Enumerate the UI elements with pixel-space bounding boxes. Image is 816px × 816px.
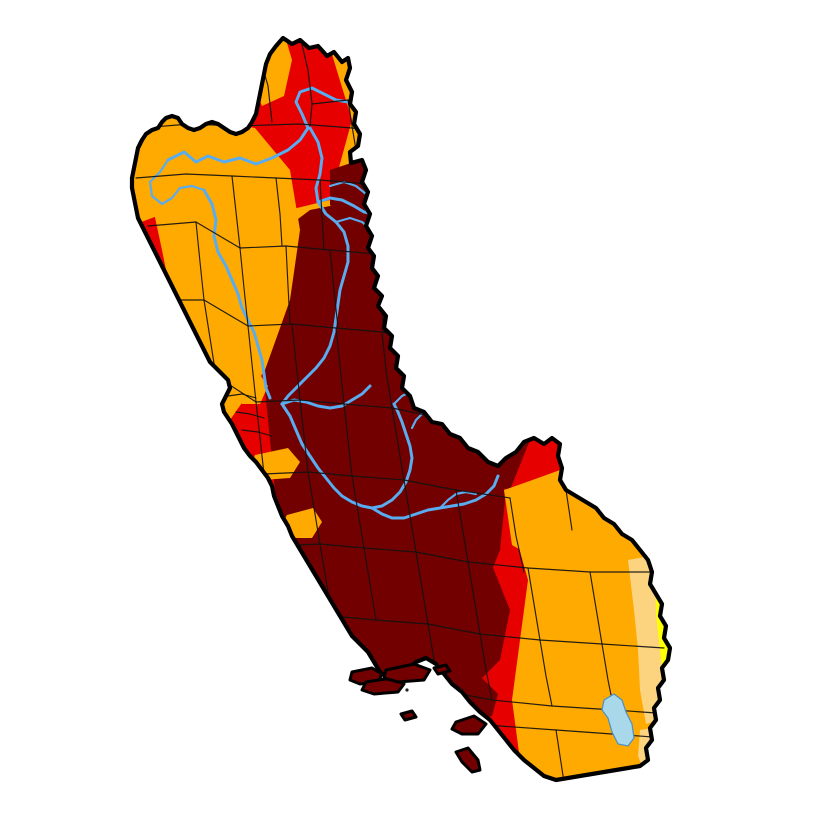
- islet-marker: [405, 688, 409, 692]
- channel-islands: [348, 662, 488, 774]
- river-sacramento: [280, 126, 350, 406]
- santa-barbara-island: [399, 709, 418, 722]
- river-kings-branch: [438, 490, 478, 510]
- anacapa-island: [432, 663, 452, 676]
- drought-zone-d2-coast-pocket: [234, 372, 268, 404]
- salton-sea-lake: [601, 693, 635, 747]
- river-eel: [202, 188, 272, 400]
- santa-catalina-island: [450, 714, 488, 736]
- santa-cruz-island: [382, 662, 432, 684]
- drought-zone-d0-far-se: [656, 730, 670, 778]
- river-klamath-tributary: [148, 158, 206, 206]
- drought-zone-d1-far-se: [638, 726, 670, 776]
- river-delta: [280, 384, 372, 410]
- san-clemente-island: [454, 746, 482, 774]
- river-klamath: [166, 86, 362, 166]
- california-state-outline: [129, 35, 673, 783]
- drought-zone-d2-nw-interior: [140, 118, 300, 420]
